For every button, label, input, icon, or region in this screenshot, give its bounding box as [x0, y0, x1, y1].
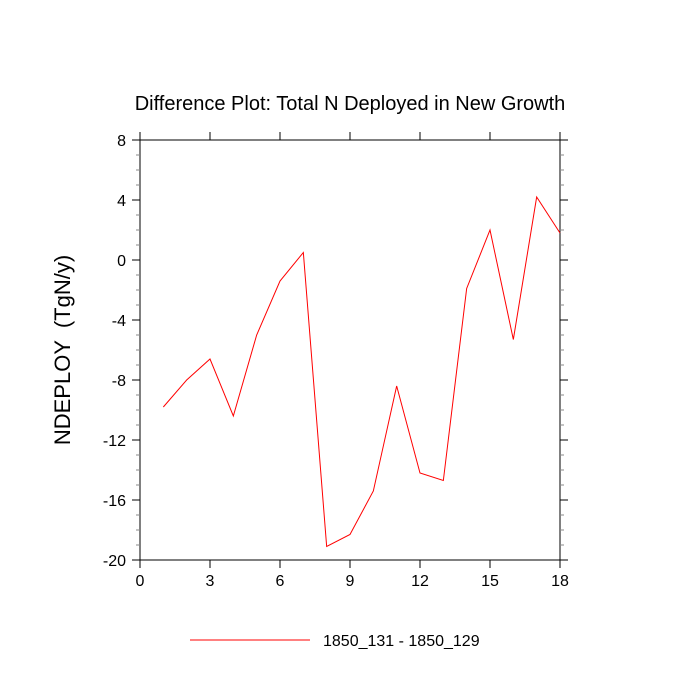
- x-tick-label: 12: [411, 573, 429, 590]
- y-tick-label: 4: [117, 193, 126, 210]
- y-tick-label: -4: [112, 313, 126, 330]
- y-tick-label: 0: [117, 253, 126, 270]
- y-axis-label: NDEPLOY (TgN/y): [50, 255, 75, 445]
- legend: 1850_131 - 1850_129: [190, 633, 480, 650]
- x-tick-label: 15: [481, 573, 499, 590]
- y-tick-label: -12: [103, 433, 126, 450]
- plot-frame: [139, 139, 561, 561]
- x-tick-label: 6: [276, 573, 285, 590]
- x-tick-label: 0: [136, 573, 145, 590]
- legend-label: 1850_131 - 1850_129: [323, 633, 480, 650]
- x-tick-label: 3: [206, 573, 215, 590]
- y-tick-label: -8: [112, 373, 126, 390]
- y-tick-label: -16: [103, 493, 126, 510]
- y-tick-label: 8: [117, 133, 126, 150]
- axes: 0 3 6 9 12 15 18 8 4 0 -4 -8 -12 -16 -20: [103, 132, 569, 590]
- chart-title: Difference Plot: Total N Deployed in New…: [135, 93, 566, 115]
- y-tick-label: -20: [103, 553, 126, 570]
- x-tick-label: 18: [551, 573, 569, 590]
- series-layer: [162, 195, 561, 548]
- series-line: [162, 195, 561, 548]
- x-tick-label: 9: [346, 573, 355, 590]
